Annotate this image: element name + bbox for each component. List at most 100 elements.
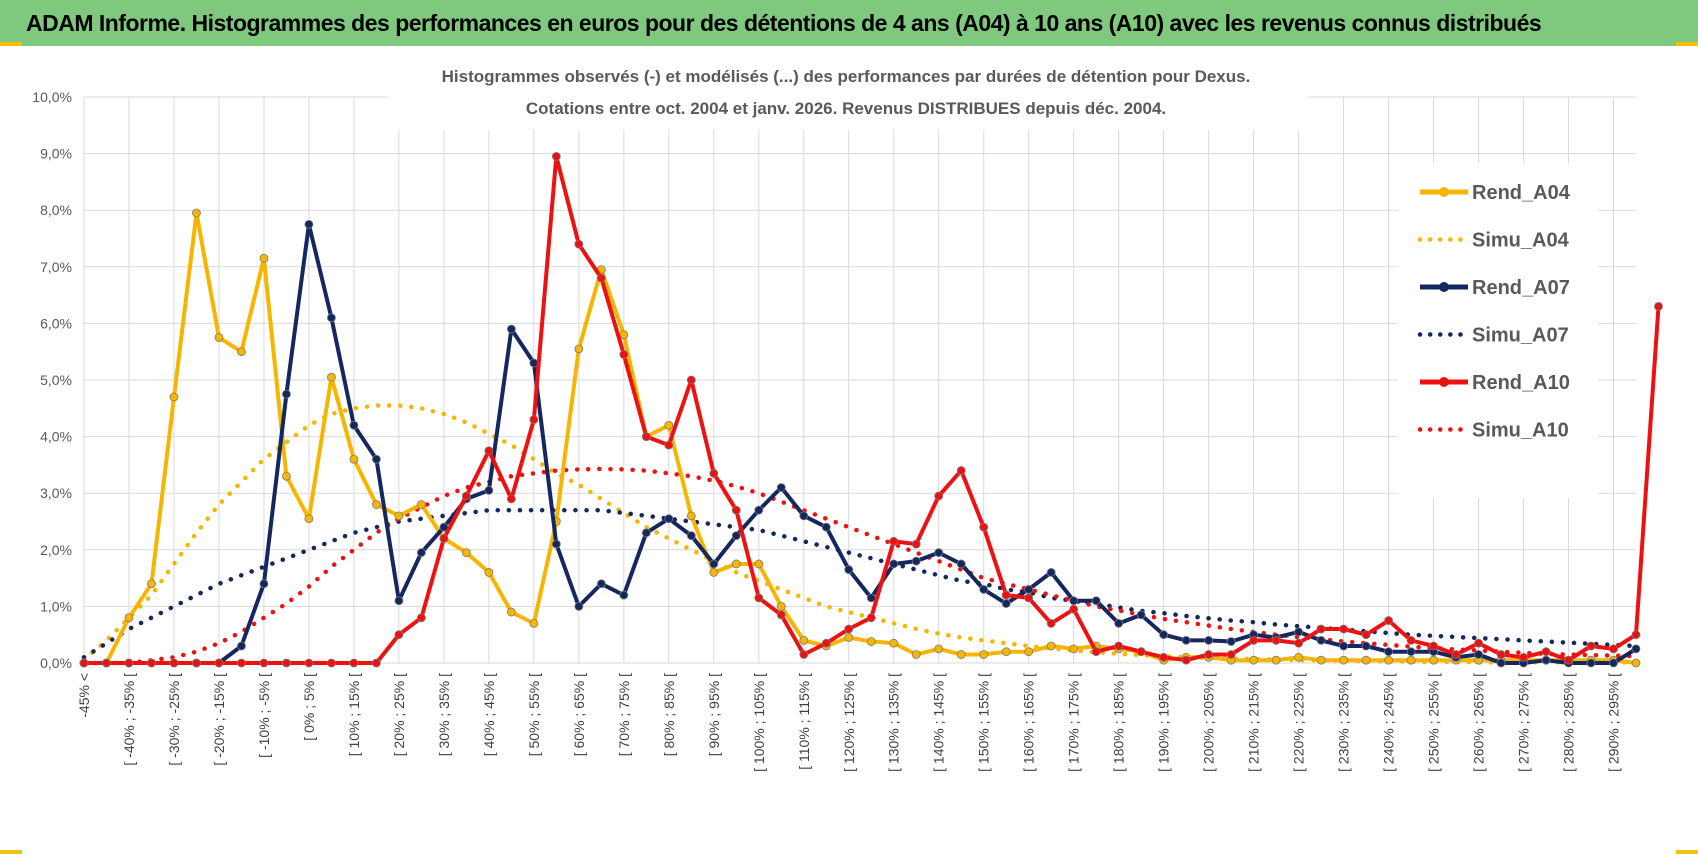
data-point-rend-a07	[1226, 637, 1236, 646]
data-point-rend-a10	[1001, 590, 1011, 600]
data-point-rend-a04	[1294, 652, 1304, 662]
data-point-rend-a07	[1114, 618, 1124, 628]
legend-marker-rend-a07	[1439, 282, 1449, 292]
data-point-rend-a07	[304, 219, 314, 229]
data-point-rend-a04	[799, 635, 809, 645]
data-point-rend-a10	[124, 658, 134, 668]
data-point-rend-a07	[327, 313, 336, 323]
data-point-rend-a10	[1204, 650, 1214, 659]
y-tick-label: 7,0%	[40, 259, 72, 275]
y-tick-label: 0,0%	[40, 655, 72, 671]
data-point-rend-a07	[1024, 585, 1034, 594]
x-tick-label: [ -10% ; -5% [	[256, 673, 272, 758]
data-point-rend-a07	[709, 559, 719, 569]
y-tick-label: 2,0%	[40, 542, 72, 558]
data-point-rend-a10	[1406, 635, 1416, 645]
data-point-rend-a04	[461, 548, 471, 558]
data-point-rend-a10	[416, 613, 426, 623]
data-point-rend-a07	[1474, 650, 1483, 659]
y-tick-label: 8,0%	[40, 202, 72, 218]
x-tick-label: [ 210% ; 215% [	[1246, 673, 1262, 772]
data-point-rend-a04	[1069, 644, 1079, 654]
data-point-rend-a07	[1204, 635, 1214, 645]
data-point-rend-a07	[1159, 630, 1169, 640]
data-point-rend-a04	[731, 559, 741, 569]
data-point-rend-a07	[551, 539, 561, 549]
data-point-rend-a04	[1271, 655, 1281, 665]
x-tick-label: [ 230% ; 235% [	[1336, 673, 1352, 772]
data-point-rend-a07	[731, 531, 741, 541]
data-point-rend-a10	[1586, 641, 1596, 651]
x-tick-label: [ 70% ; 75% [	[616, 673, 632, 756]
legend-label-simu-a10: Simu_A10	[1472, 420, 1569, 442]
y-tick-label: 5,0%	[40, 372, 72, 388]
data-point-rend-a10	[529, 415, 539, 425]
data-point-rend-a10	[844, 624, 854, 634]
data-point-rend-a10	[641, 432, 651, 442]
data-point-rend-a04	[889, 638, 899, 648]
data-point-rend-a10	[799, 650, 809, 659]
data-point-rend-a04	[1339, 655, 1348, 665]
chart-title-background	[388, 58, 1308, 130]
data-point-rend-a04	[327, 372, 336, 382]
x-tick-label: [ 90% ; 95% [	[706, 673, 722, 756]
data-point-rend-a10	[1609, 644, 1618, 654]
data-point-rend-a07	[1091, 596, 1101, 606]
data-point-rend-a07	[282, 389, 291, 399]
data-point-rend-a10	[259, 658, 269, 668]
data-point-rend-a10	[1384, 616, 1393, 625]
data-point-rend-a07	[619, 590, 629, 600]
data-point-rend-a10	[754, 593, 764, 603]
x-tick-label: [ 290% ; 295% [	[1606, 673, 1622, 772]
data-point-rend-a07	[237, 641, 246, 651]
data-point-rend-a07	[664, 514, 674, 524]
legend-label-simu-a04: Simu_A04	[1472, 230, 1570, 252]
data-point-rend-a04	[1316, 655, 1326, 665]
data-point-rend-a10	[979, 522, 989, 532]
data-point-rend-a04	[866, 637, 876, 646]
data-point-rend-a07	[799, 511, 809, 521]
x-tick-label: [ 40% ; 45% [	[481, 673, 497, 756]
data-point-rend-a07	[484, 485, 494, 495]
data-point-rend-a07	[686, 531, 696, 541]
data-point-rend-a10	[1451, 650, 1461, 659]
data-point-rend-a10	[169, 658, 179, 668]
data-point-rend-a04	[664, 420, 674, 430]
data-point-rend-a07	[506, 324, 516, 334]
data-point-rend-a10	[1046, 618, 1056, 628]
data-point-rend-a10	[1429, 641, 1438, 651]
data-point-rend-a07	[641, 528, 651, 538]
y-tick-label: 10,0%	[32, 89, 72, 105]
data-point-rend-a07	[596, 579, 606, 589]
data-point-rend-a04	[372, 500, 381, 509]
x-tick-label: [ 0% ; 5% [	[301, 673, 317, 741]
data-point-rend-a04	[237, 347, 246, 357]
data-point-rend-a10	[1361, 630, 1371, 640]
data-point-rend-a07	[911, 556, 921, 566]
x-tick-label: [ -30% ; -25% [	[166, 673, 182, 766]
data-point-rend-a07	[844, 565, 854, 575]
chart-title-line-2: Cotations entre oct. 2004 et janv. 2026.…	[526, 99, 1166, 118]
y-tick-label: 1,0%	[40, 598, 72, 614]
data-point-rend-a10	[934, 491, 944, 501]
y-tick-label: 6,0%	[40, 315, 72, 331]
legend-label-rend-a07: Rend_A07	[1472, 277, 1570, 299]
data-point-rend-a10	[821, 638, 831, 648]
data-point-rend-a04	[416, 500, 426, 509]
data-point-rend-a04	[686, 511, 696, 521]
data-point-rend-a07	[1541, 655, 1551, 665]
report-title: ADAM Informe. Histogrammes des performan…	[26, 9, 1542, 36]
data-point-rend-a07	[956, 559, 966, 569]
data-point-rend-a04	[349, 454, 359, 464]
chart-title-line-1: Histogrammes observés (-) et modélisés (…	[442, 67, 1251, 86]
data-point-rend-a07	[1001, 599, 1011, 608]
data-point-rend-a04	[1001, 647, 1011, 657]
data-point-rend-a10	[866, 613, 876, 623]
data-point-rend-a04	[1429, 655, 1438, 665]
legend-marker-rend-a04	[1439, 187, 1449, 197]
data-point-rend-a10	[484, 446, 494, 456]
data-point-rend-a10	[956, 466, 966, 475]
data-point-rend-a07	[1384, 647, 1393, 657]
data-point-rend-a10	[214, 658, 224, 668]
data-point-rend-a04	[124, 613, 134, 623]
